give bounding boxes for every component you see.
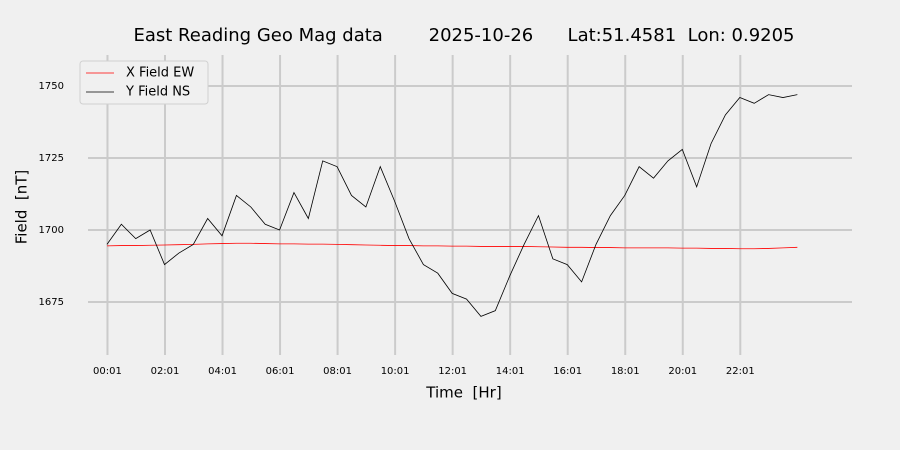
x-tick-label: 04:01: [208, 366, 237, 377]
y-tick-label: 1675: [39, 297, 64, 308]
legend-label: Y Field NS: [125, 85, 190, 100]
x-tick-label: 20:01: [668, 366, 697, 377]
chart-title: East Reading Geo Mag data 2025-10-26 Lat…: [133, 25, 794, 46]
x-tick-label: 02:01: [151, 366, 180, 377]
x-tick-label: 12:01: [438, 366, 467, 377]
legend-label: X Field EW: [126, 66, 194, 81]
y-tick-label: 1725: [39, 153, 64, 164]
x-tick-label: 18:01: [611, 366, 640, 377]
x-tick-label: 22:01: [726, 366, 755, 377]
legend-box: [79, 60, 209, 105]
x-axis-label: Time [Hr]: [425, 384, 501, 402]
data-line: [106, 242, 798, 250]
x-tick-label: 06:01: [266, 366, 295, 377]
x-tick-label: 10:01: [381, 366, 410, 377]
x-tick-label: 16:01: [553, 366, 582, 377]
y-tick-label: 1750: [39, 81, 64, 92]
y-tick-label: 1700: [39, 225, 64, 236]
x-tick-label: 14:01: [496, 366, 525, 377]
y-axis-label: Field [nT]: [13, 170, 31, 245]
data-line: [106, 94, 798, 317]
x-tick-label: 08:01: [323, 366, 352, 377]
x-tick-label: 00:01: [93, 366, 122, 377]
